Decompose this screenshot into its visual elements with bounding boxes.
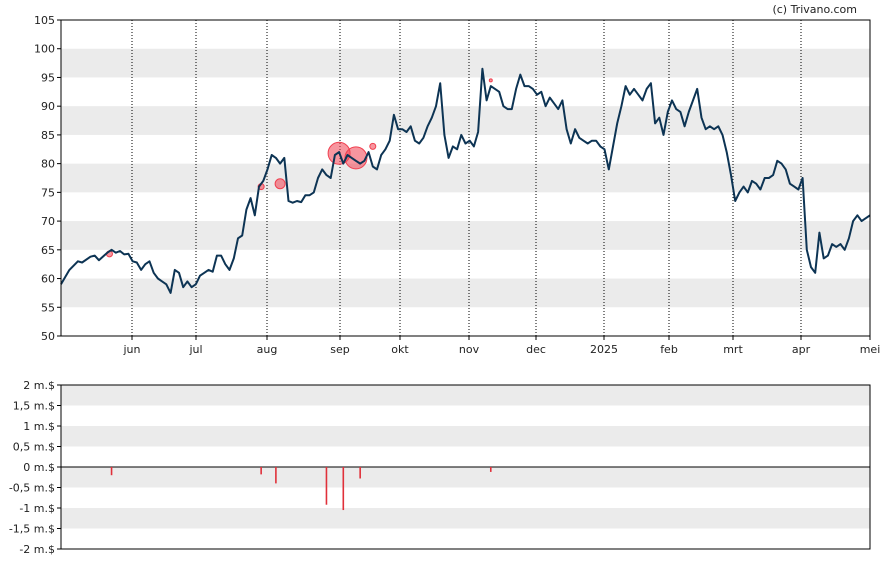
price-bands [61,48,870,308]
price-band [61,48,870,78]
price-line [60,67,871,294]
price-x-tick-label: 2025 [590,343,618,356]
price-band [61,163,870,193]
volume-y-tick-label: 0 m.$ [23,461,55,474]
price-band [61,221,870,250]
trade-bubble [344,146,368,170]
price-x-tick-label: dec [526,343,546,356]
volume-y-tick-label: 0,5 m.$ [13,441,55,454]
price-x-tick-label: jul [188,343,202,356]
volume-y-tick-label: -2 m.$ [19,543,55,556]
price-x-tick-label: mei [860,343,881,356]
price-y-tick-label: 65 [41,244,55,257]
trade-bubble [488,78,493,83]
volume-bars [110,467,492,511]
volume-band [61,385,870,406]
price-y-tick-label: 90 [41,100,55,113]
volume-y-tick-label: -1 m.$ [19,502,55,515]
price-x-tick-label: sep [330,343,349,356]
price-frame [60,19,871,337]
price-x-tick-label: okt [391,343,409,356]
volume-y-tick-label: 1 m.$ [23,420,55,433]
price-y-tick-label: 80 [41,158,55,171]
price-y-ticks: 50 55 60 65 70 75 80 85 90 95 100 105 [34,14,61,343]
price-band [61,106,870,135]
price-y-tick-label: 85 [41,129,55,142]
price-x-tick-label: aug [257,343,278,356]
price-x-tick-label: jun [123,343,141,356]
price-panel: 50 55 60 65 70 75 80 85 90 95 100 105 jun jul aug sep o… [34,14,880,356]
price-y-tick-label: 100 [34,43,55,56]
price-x-tick-label: nov [459,343,480,356]
credit-label: (c) Trivano.com [772,3,857,16]
price-y-tick-label: 60 [41,273,55,286]
volume-y-tick-label: -1,5 m.$ [9,523,55,536]
volume-y-tick-label: 1,5 m.$ [13,400,55,413]
volume-y-ticks: -2 m.$ -1,5 m.$ -1 m.$ -0,5 m.$ 0 m.$ 0,5 m.$… [9,379,61,556]
trade-bubble [274,178,286,190]
price-x-tick-label: feb [660,343,678,356]
price-y-tick-label: 75 [41,186,55,199]
price-y-tick-label: 55 [41,301,55,314]
price-y-tick-label: 70 [41,215,55,228]
price-y-tick-label: 105 [34,14,55,27]
volume-panel: -2 m.$ -1,5 m.$ -1 m.$ -0,5 m.$ 0 m.$ 0,5 m.$… [9,379,871,556]
volume-y-tick-label: -0,5 m.$ [9,482,55,495]
price-x-tick-label: mrt [723,343,743,356]
volume-band [61,467,870,488]
price-x-ticks: jun jul aug sep okt nov dec 2025 feb mrt apr mei [123,336,881,356]
price-y-tick-label: 95 [41,71,55,84]
volume-y-tick-label: 2 m.$ [23,379,55,392]
price-x-tick-label: apr [792,343,811,356]
trade-bubble [369,142,377,150]
volume-bands [61,385,870,529]
volume-band [61,508,870,529]
price-y-tick-label: 50 [41,330,55,343]
volume-band [61,426,870,447]
